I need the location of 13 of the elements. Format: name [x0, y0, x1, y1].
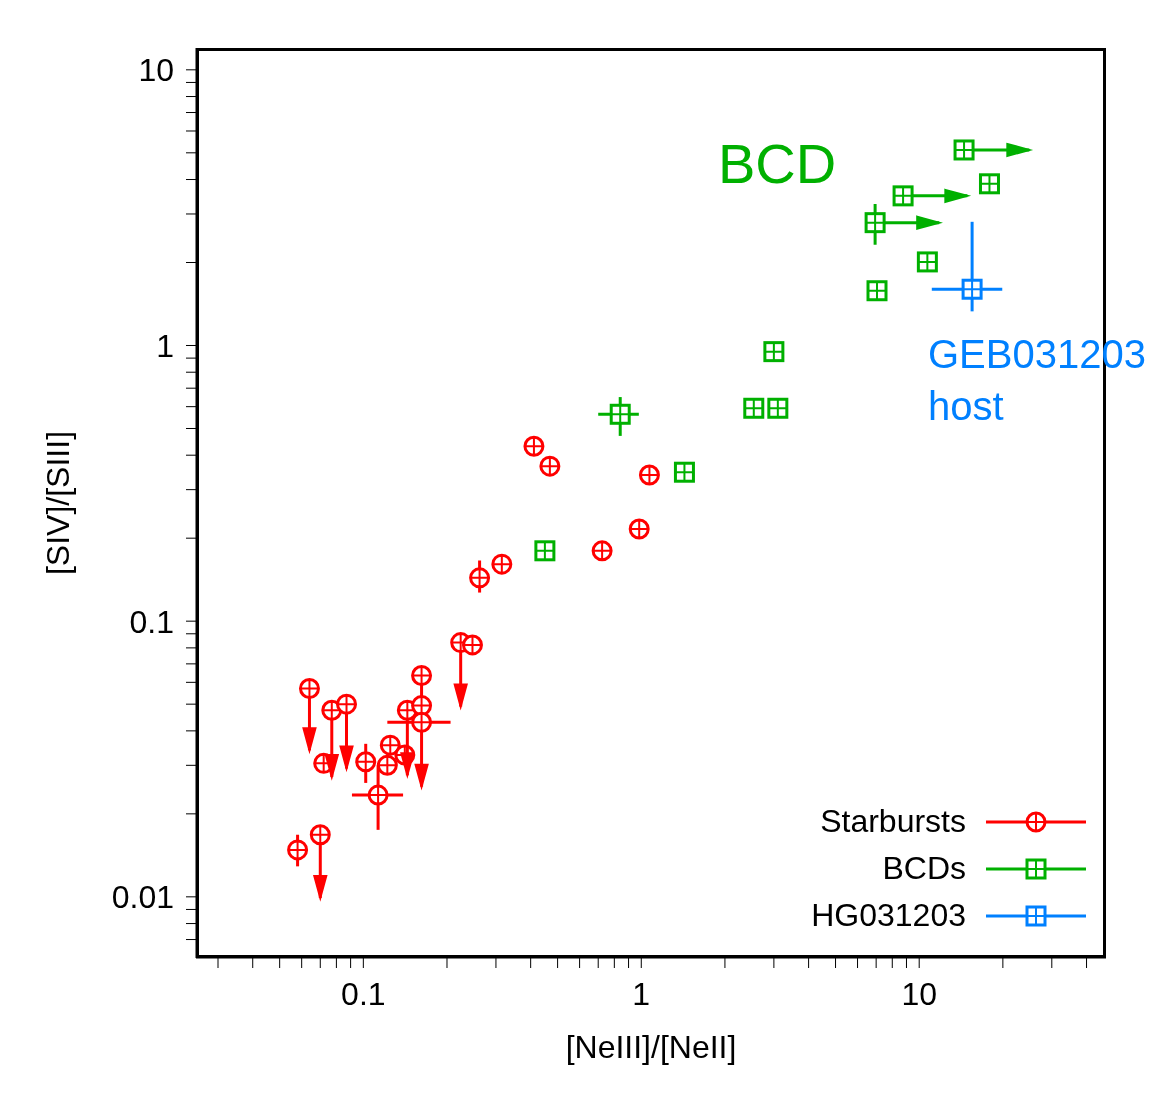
y-tick-label: 1: [156, 327, 174, 364]
x-tick-label: 10: [901, 975, 937, 1012]
y-axis-title: [SIV]/[SIII]: [40, 430, 77, 576]
x-tick-label: 0.1: [341, 975, 386, 1012]
legend-label: HG031203: [811, 897, 966, 934]
legend-label: BCDs: [882, 850, 966, 887]
legend-label: Starbursts: [820, 803, 966, 840]
x-tick-label: 1: [632, 975, 651, 1012]
y-tick-label: 10: [138, 52, 174, 89]
y-tick-label: 0.01: [111, 879, 174, 916]
y-tick-label: 0.1: [129, 603, 174, 640]
annotation: BCD: [718, 131, 838, 197]
x-axis-title: [NeIII]/[NeII]: [565, 1029, 737, 1065]
